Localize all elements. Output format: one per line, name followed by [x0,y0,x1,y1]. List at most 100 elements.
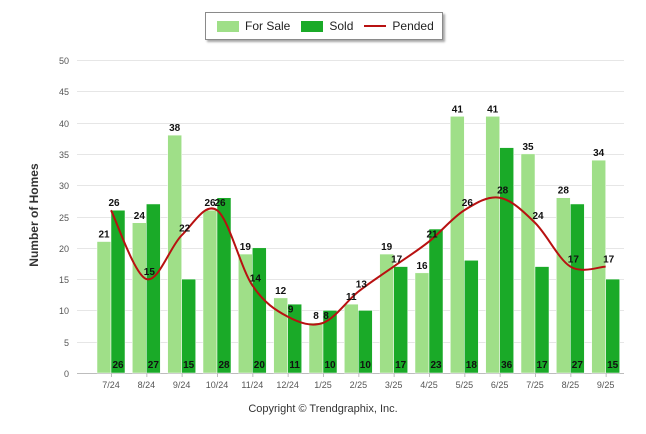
data-label-sold: 10 [324,360,336,371]
bar-sold [358,310,373,374]
data-label-sold: 36 [501,360,513,371]
data-label-pended: 13 [356,280,368,291]
data-label-for-sale: 24 [134,211,146,222]
data-label-for-sale: 12 [275,286,287,297]
y-tick-label: 30 [59,181,69,191]
data-label-sold: 15 [183,360,195,371]
legend-label-for-sale: For Sale [245,19,291,33]
x-tick-label: 10/24 [206,380,229,390]
data-label-pended: 17 [391,255,403,266]
x-tick-label: 2/25 [350,380,368,390]
bar-for-sale [132,222,147,374]
data-label-sold: 28 [218,360,230,371]
data-label-pended: 24 [532,211,544,222]
x-tick-label: 4/25 [420,380,438,390]
data-label-for-sale: 41 [487,104,499,115]
data-label-for-sale: 34 [593,148,605,159]
data-label-for-sale: 28 [558,186,570,197]
data-label-sold: 27 [572,360,584,371]
x-tick-label: 5/25 [456,380,474,390]
x-tick-label: 9/25 [597,380,615,390]
x-tick-label: 11/24 [241,380,263,390]
legend-swatch-for-sale [217,20,239,32]
data-label-sold: 18 [466,360,478,371]
y-tick-label: 10 [59,306,69,316]
data-label-sold: 15 [607,360,619,371]
bar-for-sale [556,197,571,374]
bar-for-sale [167,134,182,374]
bar-sold [110,209,126,374]
y-tick-label: 20 [59,244,69,254]
y-tick-label: 40 [59,119,69,129]
legend-item-pended[interactable]: Pended [364,19,434,33]
bar-sold [499,147,514,374]
bar-sold [146,203,161,374]
data-label-for-sale: 41 [452,104,464,115]
data-label-for-sale: 26 [204,198,216,209]
data-label-pended: 28 [497,186,509,197]
data-label-for-sale: 8 [313,311,319,322]
bar-for-sale [96,241,112,374]
bar-sold [605,278,620,374]
bar-for-sale [202,209,218,374]
y-tick-label: 5 [64,338,69,348]
data-label-sold: 20 [254,360,266,371]
y-axis-label: Number of Homes [27,163,41,267]
data-label-pended: 8 [323,311,329,322]
y-tick-label: 15 [59,275,69,285]
data-label-pended: 26 [462,198,474,209]
bar-sold [428,228,444,374]
data-label-pended: 9 [288,305,294,316]
y-tick-label: 50 [59,56,69,66]
x-tick-label: 9/24 [173,380,191,390]
data-label-pended: 14 [250,273,262,284]
bar-for-sale [414,272,430,374]
bar-for-sale [485,116,500,374]
data-label-pended: 17 [603,255,615,266]
y-tick-label: 35 [59,150,69,160]
data-label-for-sale: 19 [240,242,252,253]
legend-swatch-sold [301,20,324,32]
x-tick-label: 12/24 [276,380,299,390]
bar-for-sale [344,303,359,374]
x-tick-label: 8/24 [138,380,156,390]
data-label-for-sale: 11 [346,292,357,303]
legend-line-pended [364,25,387,27]
bar-for-sale [308,322,324,374]
legend-item-sold[interactable]: Sold [301,19,353,33]
x-tick-label: 1/25 [314,380,332,390]
data-label-for-sale: 38 [169,123,181,134]
x-tick-label: 7/25 [526,380,544,390]
bar-sold [570,203,585,374]
x-tick-label: 6/25 [491,380,509,390]
bar-sold [216,197,232,374]
x-tick-label: 7/24 [102,380,120,390]
bar-sold [252,247,267,374]
legend-label-pended: Pended [392,19,434,33]
bar-for-sale [520,153,536,374]
data-label-sold: 11 [289,360,300,371]
bar-sold [464,260,479,374]
data-label-pended: 22 [179,223,191,234]
data-label-pended: 15 [144,267,156,278]
line-pended [110,196,606,326]
bar-sold [393,266,408,374]
bar-for-sale [450,116,465,374]
data-label-for-sale: 16 [416,261,428,272]
data-label-sold: 26 [112,360,124,371]
data-label-for-sale: 19 [381,242,393,253]
bar-sold [181,278,196,374]
data-label-sold: 10 [360,360,372,371]
legend-item-for-sale[interactable]: For Sale [217,19,290,33]
data-label-for-sale: 35 [522,142,534,153]
data-label-pended: 26 [214,198,226,209]
y-tick-label: 0 [64,369,69,379]
x-tick-label: 8/25 [562,380,580,390]
data-label-pended: 21 [426,230,438,241]
data-label-for-sale: 21 [98,230,110,241]
bar-sold [534,266,550,374]
data-label-pended: 17 [568,255,580,266]
data-label-sold: 27 [148,360,160,371]
data-label-pended: 26 [108,198,120,209]
